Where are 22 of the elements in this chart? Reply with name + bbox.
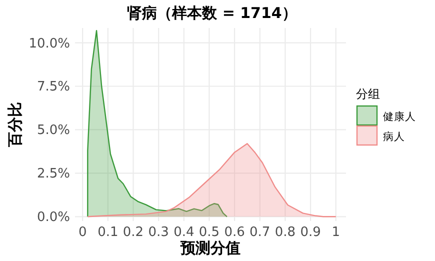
legend-label: 病人 xyxy=(383,130,405,143)
x-tick-label: 0.1 xyxy=(98,225,118,240)
legend-label: 健康人 xyxy=(383,110,416,123)
y-tick-label: 0.0% xyxy=(36,210,70,226)
y-tick-label: 10.0% xyxy=(28,36,70,52)
x-tick-label: 0.8 xyxy=(274,225,296,240)
x-tick-label: 0.4 xyxy=(174,225,194,240)
x-axis-title: 预测分值 xyxy=(180,239,240,257)
x-tick-label: 1 xyxy=(332,225,340,240)
x-tick-label: 0.5 xyxy=(198,225,220,240)
chart-title: 肾病（样本数 = 1714） xyxy=(127,4,297,22)
y-tick-label: 7.5% xyxy=(36,80,70,95)
y-tick-label: 5.0% xyxy=(36,123,70,138)
x-tick-label: 0.6 xyxy=(224,225,245,240)
x-tick-label: 0 xyxy=(78,225,87,240)
y-axis-title: 百分比 xyxy=(6,102,24,148)
x-tick-label: 0.3 xyxy=(148,225,169,240)
x-tick-label: 0.2 xyxy=(122,225,144,240)
y-tick-label: 2.5% xyxy=(36,166,70,182)
legend-title: 分组 xyxy=(356,87,380,101)
x-tick-label: 0.9 xyxy=(300,225,321,240)
x-tick-label: 0.7 xyxy=(250,225,270,240)
